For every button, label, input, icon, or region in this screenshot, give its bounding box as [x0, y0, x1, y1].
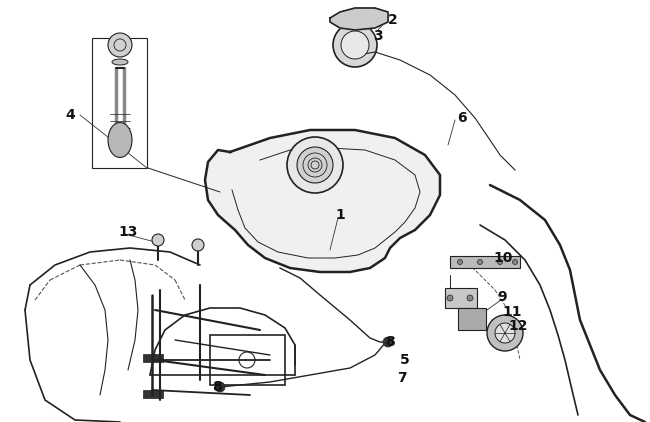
Bar: [143, 354, 163, 362]
Circle shape: [458, 260, 463, 265]
Bar: [458, 308, 486, 330]
Text: 1: 1: [335, 208, 345, 222]
Circle shape: [333, 23, 377, 67]
Ellipse shape: [108, 122, 132, 157]
Bar: [445, 288, 477, 308]
Circle shape: [152, 234, 164, 246]
Text: 3: 3: [373, 29, 383, 43]
Circle shape: [383, 337, 393, 347]
Circle shape: [287, 137, 343, 193]
Circle shape: [192, 239, 204, 251]
Text: 7: 7: [397, 371, 407, 385]
Circle shape: [495, 323, 515, 343]
Text: 2: 2: [388, 13, 398, 27]
Circle shape: [497, 260, 502, 265]
Circle shape: [487, 315, 523, 351]
Circle shape: [108, 33, 132, 57]
Text: 6: 6: [457, 111, 467, 125]
Bar: [450, 256, 520, 268]
Bar: [92, 38, 147, 168]
Circle shape: [447, 295, 453, 301]
Polygon shape: [330, 8, 388, 30]
Circle shape: [467, 295, 473, 301]
Text: 10: 10: [493, 251, 513, 265]
Text: 9: 9: [497, 290, 507, 304]
Text: 5: 5: [400, 353, 410, 367]
Text: 12: 12: [508, 319, 528, 333]
Text: 8: 8: [385, 335, 395, 349]
Circle shape: [297, 147, 333, 183]
Text: 13: 13: [118, 225, 138, 239]
Circle shape: [341, 31, 369, 59]
Text: 8: 8: [212, 380, 222, 394]
Bar: [143, 390, 163, 398]
Ellipse shape: [112, 59, 128, 65]
Text: 4: 4: [65, 108, 75, 122]
Bar: [210, 335, 285, 385]
Circle shape: [478, 260, 482, 265]
Polygon shape: [205, 130, 440, 272]
Circle shape: [512, 260, 517, 265]
Circle shape: [215, 382, 225, 392]
Text: 11: 11: [502, 305, 522, 319]
